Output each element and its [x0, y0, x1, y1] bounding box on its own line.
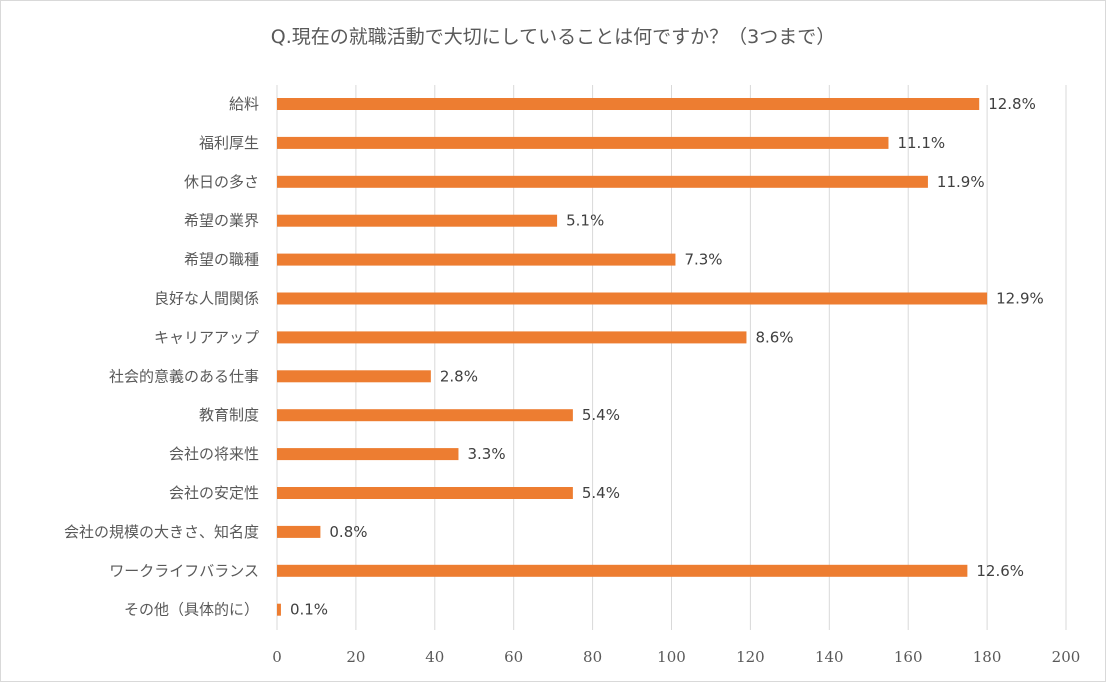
data-label: 7.3% [684, 251, 722, 269]
data-label: 5.4% [582, 406, 620, 424]
data-label: 5.4% [582, 484, 620, 502]
data-label: 0.1% [290, 601, 328, 619]
data-label: 11.9% [937, 173, 985, 191]
bar [277, 603, 281, 616]
category-label: 会社の規模の大きさ、知名度 [64, 523, 259, 541]
bar [277, 564, 968, 577]
category-label: 会社の安定性 [169, 484, 259, 502]
x-tick-label: 40 [425, 648, 444, 666]
data-label: 12.6% [976, 562, 1024, 580]
category-label: その他（具体的に） [124, 601, 259, 619]
category-label: 福利厚生 [199, 134, 259, 152]
bar [277, 409, 573, 422]
x-tick-label: 180 [973, 648, 1002, 666]
data-label: 5.1% [566, 212, 604, 230]
bar [277, 292, 988, 305]
data-label: 2.8% [440, 367, 478, 385]
category-label: ワークライフバランス [109, 562, 259, 580]
bar [277, 487, 573, 499]
category-label: 希望の職種 [184, 251, 259, 269]
bar [277, 175, 928, 188]
x-tick-label: 20 [346, 648, 365, 666]
x-tick-label: 0 [272, 648, 282, 666]
x-tick-label: 120 [736, 648, 765, 666]
category-label: 給料 [229, 95, 259, 113]
data-label: 3.3% [467, 445, 505, 463]
bar [277, 214, 558, 227]
bar [277, 136, 889, 149]
bar [277, 525, 321, 538]
x-tick-label: 100 [657, 648, 686, 666]
chart-title: Q.現在の就職活動で大切にしていることは何ですか？（3つまで） [270, 26, 836, 48]
category-label: キャリアアップ [154, 328, 259, 346]
bar [277, 448, 459, 461]
category-label: 社会的意義のある仕事 [109, 367, 259, 385]
x-tick-label: 140 [815, 648, 844, 666]
bar [277, 98, 980, 110]
data-label: 11.1% [897, 134, 945, 152]
category-label: 希望の業界 [184, 212, 259, 230]
bar [277, 253, 676, 266]
data-label: 12.9% [996, 290, 1044, 308]
category-label: 教育制度 [199, 406, 259, 424]
category-label: 休日の多さ [184, 173, 259, 191]
data-label: 0.8% [329, 523, 367, 541]
x-tick-label: 80 [583, 648, 602, 666]
category-label: 会社の将来性 [169, 445, 259, 463]
data-label: 12.8% [988, 95, 1036, 113]
bar [277, 331, 747, 344]
data-label: 8.6% [755, 328, 793, 346]
x-tick-label: 160 [894, 648, 923, 666]
x-tick-label: 60 [504, 648, 523, 666]
bar [277, 370, 431, 383]
x-tick-label: 200 [1052, 648, 1081, 666]
category-label: 良好な人間関係 [154, 290, 259, 308]
